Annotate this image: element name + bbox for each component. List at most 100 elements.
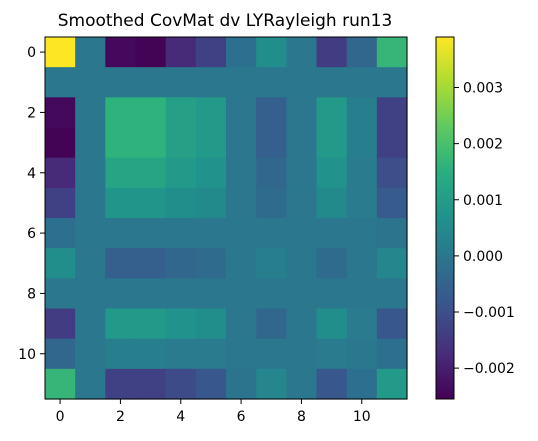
heatmap-cell (226, 97, 257, 129)
colorbar-axis: 0.003 0.002 0.001 0.000 −0.001 −0.002 (454, 81, 515, 377)
heatmap-cell (286, 218, 318, 249)
heatmap-cell (346, 218, 378, 249)
heatmap-cell (135, 338, 167, 370)
heatmap-cell (135, 218, 167, 249)
heatmap-cell (195, 278, 227, 310)
heatmap-cell (376, 37, 408, 68)
heatmap-cell (195, 218, 227, 249)
heatmap-cell (195, 368, 227, 400)
x-tick-label: 0 (56, 409, 65, 425)
heatmap-cell (165, 97, 197, 129)
heatmap-cell (256, 368, 287, 400)
heatmap-cell (286, 308, 318, 340)
heatmap-cell (286, 187, 318, 219)
heatmap-cell (226, 248, 257, 279)
heatmap-cell (376, 157, 408, 189)
heatmap-cell (226, 127, 257, 159)
heatmap-cell (75, 368, 106, 400)
y-tick-label: 4 (27, 166, 36, 182)
heatmap-cell (165, 37, 197, 68)
colorbar-tick-label: 0.002 (463, 137, 503, 153)
heatmap-cell (376, 187, 408, 219)
heatmap-cell (195, 338, 227, 370)
heatmap-cell (286, 248, 318, 279)
heatmap-cell (75, 218, 106, 249)
heatmap-cell (45, 97, 76, 129)
heatmap-cell (256, 157, 287, 189)
heatmap-cell (346, 248, 378, 279)
x-tick-label: 6 (237, 409, 246, 425)
heatmap-cell (346, 187, 378, 219)
heatmap-cell (316, 67, 348, 98)
y-tick-label: 2 (27, 105, 36, 121)
heatmap-cell (376, 218, 408, 249)
heatmap-cell (135, 308, 167, 340)
heatmap-cell (135, 127, 167, 159)
heatmap-cell (105, 157, 137, 189)
heatmap-cell (226, 308, 257, 340)
heatmap-cell (75, 157, 106, 189)
heatmap-cell (135, 248, 167, 279)
heatmap-cell (195, 97, 227, 129)
heatmap-cell (256, 97, 287, 129)
heatmap-cell (226, 157, 257, 189)
heatmap-cell (105, 37, 137, 68)
heatmap-cell (165, 368, 197, 400)
heatmap-cell (135, 278, 167, 310)
heatmap-cell (346, 127, 378, 159)
heatmap-cell (45, 248, 76, 279)
heatmap-cell (75, 127, 106, 159)
heatmap-cell (316, 157, 348, 189)
heatmap-cell (286, 97, 318, 129)
heatmap-cell (256, 127, 287, 159)
heatmap-cell (135, 37, 167, 68)
heatmap-cell (75, 67, 106, 98)
y-tick-label: 10 (18, 347, 36, 363)
heatmap-cell (45, 368, 76, 400)
heatmap-cell (135, 368, 167, 400)
x-tick-label: 4 (176, 409, 185, 425)
heatmap-cell (195, 37, 227, 68)
heatmap-cell (226, 278, 257, 310)
heatmap-cell (346, 67, 378, 98)
heatmap-cell (75, 248, 106, 279)
heatmap-cell (45, 127, 76, 159)
heatmap-cell (195, 157, 227, 189)
heatmap-cell (135, 157, 167, 189)
heatmap-cell (346, 338, 378, 370)
heatmap-cell (45, 278, 76, 310)
colorbar (435, 36, 455, 400)
heatmap-cell (346, 157, 378, 189)
heatmap-cell (376, 97, 408, 129)
heatmap-cell (346, 37, 378, 68)
heatmap-cell (165, 278, 197, 310)
heatmap-cell (316, 338, 348, 370)
heatmap-cell (105, 338, 137, 370)
colorbar-tick-label: 0.001 (463, 193, 503, 209)
heatmap-cell (286, 127, 318, 159)
heatmap-cell (195, 127, 227, 159)
heatmap-cell (286, 338, 318, 370)
heatmap-cell (286, 157, 318, 189)
heatmap-cell (376, 67, 408, 98)
heatmap-cell (75, 97, 106, 129)
heatmap-cell (346, 278, 378, 310)
heatmap-cell (286, 278, 318, 310)
heatmap-cell (165, 187, 197, 219)
heatmap-cell (346, 368, 378, 400)
heatmap-cell (376, 127, 408, 159)
colorbar-tick-label: −0.001 (463, 305, 515, 321)
heatmap-cells (45, 37, 408, 400)
heatmap-cell (105, 67, 137, 98)
heatmap-cell (316, 308, 348, 340)
heatmap-cell (45, 37, 76, 68)
heatmap-cell (165, 338, 197, 370)
heatmap-cell (256, 338, 287, 370)
y-tick-label: 0 (27, 45, 36, 61)
heatmap-cell (226, 187, 257, 219)
heatmap-cell (195, 187, 227, 219)
heatmap-cell (105, 97, 137, 129)
heatmap-cell (135, 97, 167, 129)
heatmap-cell (376, 368, 408, 400)
